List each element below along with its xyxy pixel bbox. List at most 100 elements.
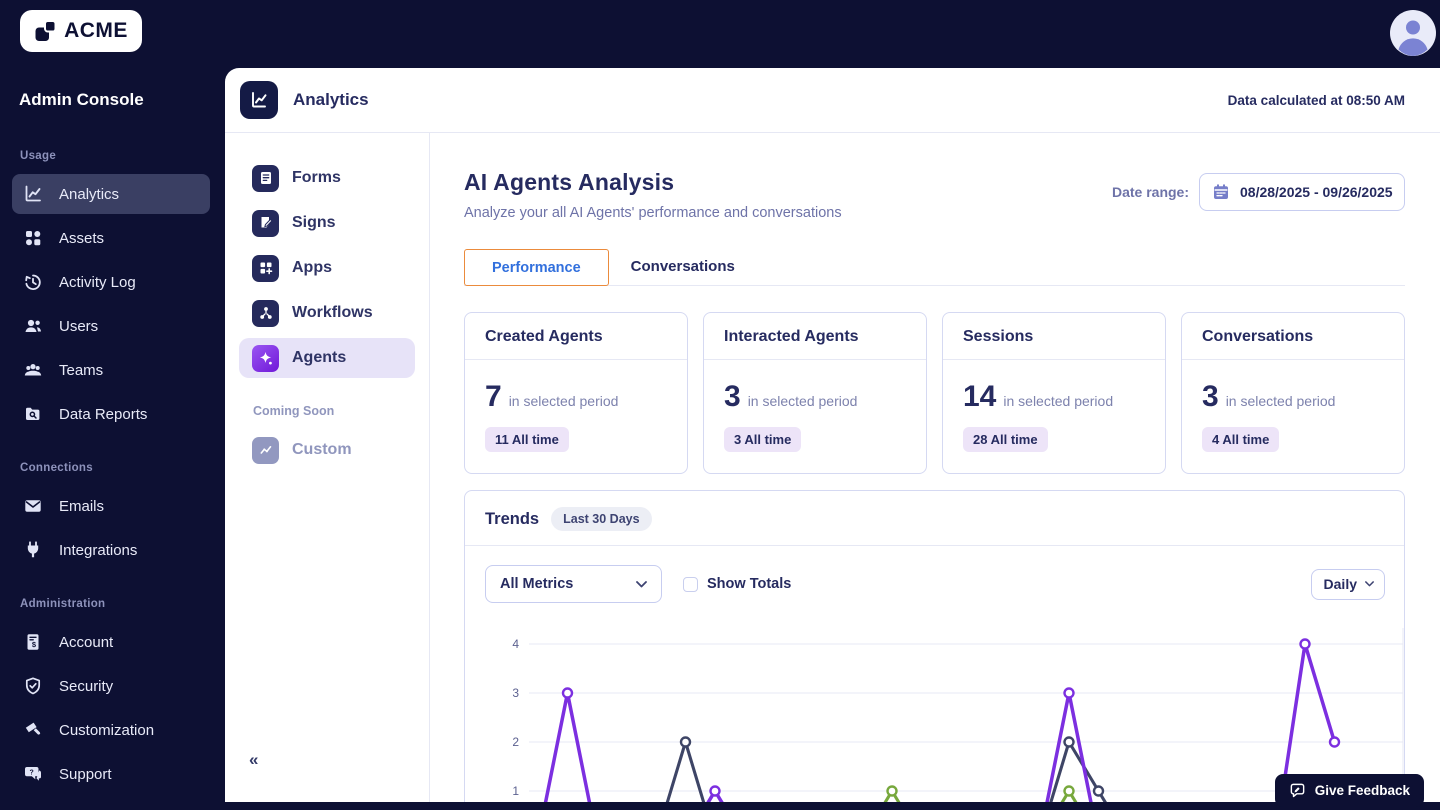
- acme-squares-icon: [35, 20, 57, 41]
- admin-sidebar: ACME Admin Console Usage Analytics Asset…: [0, 0, 225, 810]
- content-area: AI Agents Analysis Analyze your all AI A…: [430, 133, 1440, 802]
- subnav-item-custom[interactable]: Custom: [239, 430, 415, 470]
- stat-value: 7: [485, 380, 502, 413]
- stat-title: Interacted Agents: [724, 328, 859, 345]
- all-time-badge: 28 All time: [963, 427, 1048, 452]
- stat-card-created-agents: Created Agents 7 in selected period 11 A…: [464, 312, 688, 474]
- workflows-icon: [252, 299, 279, 327]
- chart-line-icon: [240, 81, 278, 119]
- collapse-sidebar-button[interactable]: «: [249, 750, 259, 769]
- sidebar-item-activity-log[interactable]: Activity Log: [12, 262, 210, 302]
- sidebar-item-label: Analytics: [59, 185, 120, 203]
- main-panel: Analytics Data calculated at 08:50 AM Fo…: [225, 68, 1440, 802]
- activity-log-icon: [23, 272, 43, 292]
- svg-text:2: 2: [512, 735, 519, 749]
- stat-card-interacted-agents: Interacted Agents 3 in selected period 3…: [703, 312, 927, 474]
- chevron-down-icon: [1365, 581, 1374, 587]
- sidebar-title: Admin Console: [19, 90, 144, 109]
- agents-sparkle-icon: [252, 344, 279, 372]
- stat-caption: in selected period: [1003, 393, 1114, 409]
- subnav-item-label: Forms: [292, 169, 341, 186]
- logo-text: ACME: [64, 19, 128, 42]
- trends-period-badge: Last 30 Days: [551, 507, 652, 531]
- apps-icon: [252, 254, 279, 282]
- trends-chart: 1 2 3 4: [465, 620, 1404, 802]
- sidebar-item-label: Customization: [59, 721, 155, 739]
- subnav-item-apps[interactable]: Apps: [239, 248, 415, 288]
- tab-performance[interactable]: Performance: [464, 249, 609, 286]
- subnav-item-agents[interactable]: Agents: [239, 338, 415, 378]
- sidebar-item-data-reports[interactable]: Data Reports: [12, 394, 210, 434]
- show-totals-label: Show Totals: [707, 576, 792, 592]
- give-feedback-button[interactable]: Give Feedback: [1274, 774, 1424, 807]
- sidebar-item-label: Security: [59, 677, 114, 695]
- user-avatar[interactable]: [1390, 10, 1436, 56]
- chevron-down-icon: [636, 580, 647, 588]
- subnav-item-label: Custom: [292, 441, 352, 458]
- sidebar-item-customization[interactable]: Customization: [12, 710, 210, 750]
- sidebar-item-label: Assets: [59, 229, 105, 247]
- acme-logo[interactable]: ACME: [20, 10, 142, 52]
- stat-caption: in selected period: [1225, 393, 1336, 409]
- sidebar-item-label: Users: [59, 317, 99, 335]
- metrics-select[interactable]: All Metrics: [485, 565, 662, 603]
- custom-chart-icon: [252, 436, 279, 464]
- users-icon: [23, 316, 43, 336]
- svg-text:$: $: [32, 640, 37, 649]
- interval-select[interactable]: Daily: [1310, 568, 1385, 600]
- stat-title: Created Agents: [485, 328, 603, 345]
- subnav-item-workflows[interactable]: Workflows: [239, 293, 415, 333]
- support-chat-icon: ?: [23, 764, 43, 784]
- page-subtitle: Analyze your all AI Agents' performance …: [464, 205, 842, 221]
- page-title: AI Agents Analysis: [464, 169, 675, 195]
- sidebar-item-support[interactable]: ? Support: [12, 754, 210, 794]
- stat-caption: in selected period: [508, 393, 619, 409]
- billing-icon: $: [23, 632, 43, 652]
- paint-roller-icon: [23, 720, 43, 740]
- section-label-administration: Administration: [20, 598, 106, 610]
- subnav-item-signs[interactable]: Signs: [239, 203, 415, 243]
- date-range-value: 08/28/2025 - 09/26/2025: [1240, 184, 1393, 200]
- trends-card: Trends Last 30 Days All Metrics Show Tot…: [464, 490, 1405, 802]
- coming-soon-label: Coming Soon: [253, 404, 335, 418]
- email-icon: [23, 496, 43, 516]
- sidebar-item-account[interactable]: $ Account: [12, 622, 210, 662]
- stat-card-conversations: Conversations 3 in selected period 4 All…: [1181, 312, 1405, 474]
- subnav-item-label: Signs: [292, 214, 336, 231]
- forms-icon: [252, 164, 279, 192]
- calendar-icon: [1214, 184, 1228, 199]
- sidebar-item-label: Support: [59, 765, 112, 783]
- show-totals-toggle[interactable]: Show Totals: [683, 576, 791, 592]
- sidebar-item-security[interactable]: Security: [12, 666, 210, 706]
- app-header-title: Analytics: [293, 90, 369, 109]
- subnav-item-forms[interactable]: Forms: [239, 158, 415, 198]
- data-reports-icon: [23, 404, 43, 424]
- stat-card-sessions: Sessions 14 in selected period 28 All ti…: [942, 312, 1166, 474]
- interval-select-value: Daily: [1323, 576, 1357, 592]
- sidebar-item-users[interactable]: Users: [12, 306, 210, 346]
- svg-text:1: 1: [512, 784, 519, 798]
- all-time-badge: 3 All time: [724, 427, 802, 452]
- show-totals-checkbox[interactable]: [683, 576, 698, 592]
- sidebar-item-analytics[interactable]: Analytics: [12, 174, 210, 214]
- sidebar-item-integrations[interactable]: Integrations: [12, 530, 210, 570]
- stat-value: 3: [724, 380, 741, 413]
- feedback-chat-icon: [1290, 783, 1305, 798]
- analytics-icon: [23, 184, 43, 204]
- sidebar-item-assets[interactable]: Assets: [12, 218, 210, 258]
- tab-conversations[interactable]: Conversations: [630, 258, 735, 275]
- date-range-field[interactable]: 08/28/2025 - 09/26/2025: [1199, 173, 1405, 211]
- subnav-item-label: Workflows: [292, 304, 373, 321]
- all-time-badge: 4 All time: [1202, 427, 1280, 452]
- analysis-tabs: Performance Conversations: [464, 248, 1405, 286]
- subnav-item-label: Apps: [292, 259, 332, 276]
- plug-icon: [23, 540, 43, 560]
- trends-title: Trends: [485, 509, 540, 528]
- svg-text:4: 4: [512, 637, 519, 651]
- sidebar-item-teams[interactable]: Teams: [12, 350, 210, 390]
- assets-icon: [23, 228, 43, 248]
- teams-icon: [23, 360, 43, 380]
- section-label-usage: Usage: [20, 150, 57, 162]
- sidebar-item-emails[interactable]: Emails: [12, 486, 210, 526]
- sidebar-item-label: Integrations: [59, 541, 138, 559]
